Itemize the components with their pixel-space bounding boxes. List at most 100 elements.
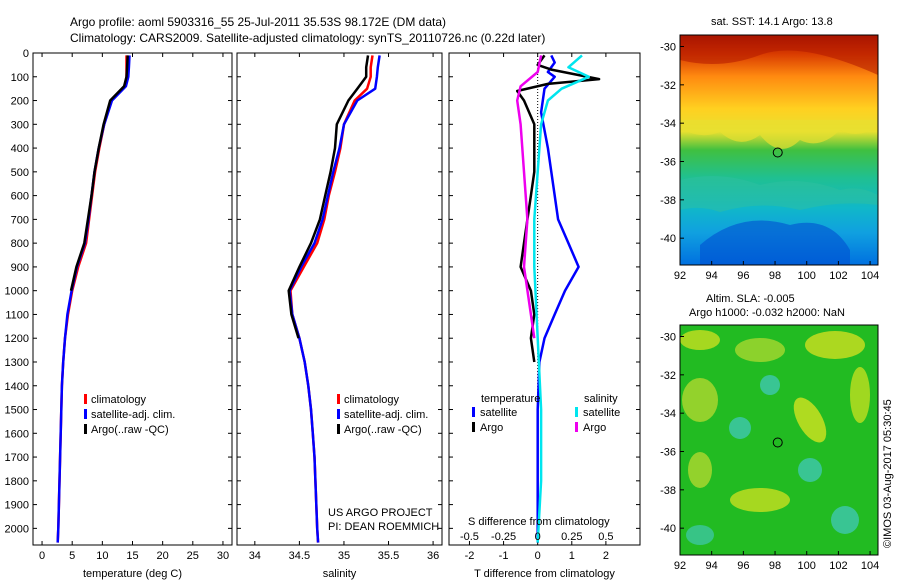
y-tick-label: 600 xyxy=(11,191,29,203)
x-tick-label: 35 xyxy=(338,550,350,562)
sst-map xyxy=(680,35,878,265)
x-tick-label-top: 0 xyxy=(535,531,541,543)
legend-label: satellite xyxy=(480,407,517,419)
y-tick-label: -40 xyxy=(660,233,676,245)
legend-swatch xyxy=(84,409,87,419)
legend-label: climatology xyxy=(91,394,147,406)
salinity-panel: 34 34.5 35 35.5 36 salinity climatology satelli… xyxy=(236,52,443,580)
header-line2: Climatology: CARS2009. Satellite-adjuste… xyxy=(70,31,545,45)
y-tick-label: 1200 xyxy=(5,333,29,345)
sla-eddy xyxy=(682,378,718,422)
y-tick-label: 2000 xyxy=(5,523,29,535)
x-tick-label: 104 xyxy=(861,560,879,572)
y-tick-label: -40 xyxy=(660,523,676,535)
sla-eddy xyxy=(688,452,712,488)
y-tick-label: -38 xyxy=(660,195,676,207)
sla-eddy xyxy=(850,367,870,423)
x-tick-label: 0 xyxy=(535,550,541,562)
sla-eddy xyxy=(729,417,751,439)
x-tick-label: 2 xyxy=(603,550,609,562)
sst-title: sat. SST: 14.1 Argo: 13.8 xyxy=(711,16,833,28)
legend-label: Argo xyxy=(583,422,606,434)
footer-credit: ©IMOS 03-Aug-2017 05:30:45 xyxy=(882,399,894,548)
x-tick-label: 10 xyxy=(96,550,108,562)
sst-frame xyxy=(679,34,879,266)
plot-frame xyxy=(32,52,233,546)
x-tick-label: 35.5 xyxy=(378,550,399,562)
x-tick-label: 102 xyxy=(829,270,847,282)
plot-frame xyxy=(236,52,443,546)
x-tick-label: 0 xyxy=(39,550,45,562)
temperature-panel: 0 5 10 15 20 25 300100200300400500600700800900… xyxy=(5,48,233,580)
x-tick-label: -1 xyxy=(499,550,509,562)
y-tick-label: 1700 xyxy=(5,452,29,464)
x-tick-label-top: -0.25 xyxy=(491,531,516,543)
x-axis-label: temperature (deg C) xyxy=(83,568,182,580)
sla-frame xyxy=(679,324,879,556)
x-tick-label: 15 xyxy=(126,550,138,562)
legend-swatch xyxy=(472,422,475,432)
y-tick-label: 1600 xyxy=(5,428,29,440)
y-tick-label: -34 xyxy=(660,118,676,130)
legend-label: Argo xyxy=(480,422,503,434)
series-line xyxy=(536,54,580,543)
legend-label: satellite xyxy=(583,407,620,419)
x-tick-label: 20 xyxy=(157,550,169,562)
y-tick-label: 100 xyxy=(11,72,29,84)
annotation-text: PI: DEAN ROEMMICH xyxy=(328,521,439,533)
sla-eddy xyxy=(798,458,822,482)
x-tick-label: 94 xyxy=(706,270,718,282)
y-tick-label: 200 xyxy=(11,96,29,108)
sla-eddy xyxy=(686,525,714,545)
y-tick-label: 1400 xyxy=(5,381,29,393)
x-tick-label: 30 xyxy=(217,550,229,562)
x-axis-label: T difference from climatology xyxy=(474,568,615,580)
x-tick-label: 25 xyxy=(187,550,199,562)
sla-axes: 92 94 96 98 100 102 104 -30 -32 -34 -36 -38 -40 xyxy=(660,332,879,573)
x-tick-label: 36 xyxy=(427,550,439,562)
sst-cold-core xyxy=(700,220,850,265)
legend-swatch xyxy=(84,424,87,434)
legend-swatch xyxy=(84,394,87,404)
legend-label: satellite-adj. clim. xyxy=(344,409,428,421)
x-tick-label: 104 xyxy=(861,270,879,282)
x-tick-label-top: 0.5 xyxy=(598,531,613,543)
x-tick-label: 92 xyxy=(674,270,686,282)
y-tick-label: -30 xyxy=(660,332,676,344)
x-tick-label: 1 xyxy=(569,550,575,562)
legend-swatch xyxy=(575,422,578,432)
x-axis-label-top: S difference from climatology xyxy=(468,516,610,528)
x-tick-label: 92 xyxy=(674,560,686,572)
y-tick-label: 1100 xyxy=(5,309,29,321)
legend-label: Argo(..raw -QC) xyxy=(344,424,422,436)
y-tick-label: -38 xyxy=(660,485,676,497)
legend-label: satellite-adj. clim. xyxy=(91,409,175,421)
sla-eddy xyxy=(805,331,865,359)
y-tick-label: 300 xyxy=(11,119,29,131)
series-line xyxy=(287,55,370,339)
x-tick-label-top: 0.25 xyxy=(561,531,582,543)
difference-panel: -2 -1 0 1 2 T difference from climatology temp… xyxy=(448,52,641,580)
x-tick-label: 96 xyxy=(737,270,749,282)
y-tick-label: -30 xyxy=(660,42,676,54)
y-tick-label: 0 xyxy=(23,48,29,60)
y-tick-label: 1300 xyxy=(5,357,29,369)
y-tick-label: 1000 xyxy=(5,286,29,298)
legend-label: climatology xyxy=(344,394,400,406)
y-tick-label: 700 xyxy=(11,214,29,226)
series-line xyxy=(515,55,543,339)
y-tick-label: -32 xyxy=(660,370,676,382)
sla-title-line2: Argo h1000: -0.032 h2000: NaN xyxy=(689,307,845,319)
legend-swatch xyxy=(472,407,475,417)
sla-eddy xyxy=(793,397,827,443)
legend-swatch xyxy=(337,394,340,404)
y-tick-label: 1500 xyxy=(5,405,29,417)
sst-green-band xyxy=(680,176,878,212)
profile-location-marker xyxy=(772,147,783,158)
x-tick-label: -2 xyxy=(465,550,475,562)
sla-title-line1: Altim. SLA: -0.005 xyxy=(706,293,795,305)
x-axis-label: salinity xyxy=(323,568,357,580)
sla-eddy xyxy=(735,338,785,362)
